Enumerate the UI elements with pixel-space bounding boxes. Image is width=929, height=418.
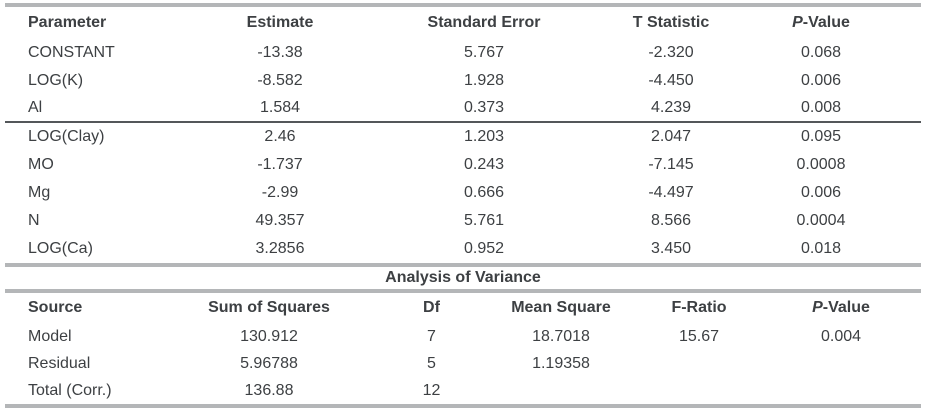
cell-source: Model bbox=[28, 327, 72, 345]
cell-p-value: 0.008 bbox=[764, 95, 878, 123]
column-header-source: Source bbox=[28, 299, 83, 316]
cell-estimate: 2.46 bbox=[264, 128, 296, 145]
table-row: Al 1.584 0.373 4.239 0.008 bbox=[5, 95, 921, 123]
table-row: LOG(Clay) 2.46 1.203 2.047 0.095 bbox=[5, 123, 921, 151]
table-row: N 49.357 5.761 8.566 0.0004 bbox=[5, 207, 921, 235]
cell-standard-error: 0.373 bbox=[390, 95, 578, 123]
cell-p-value: 0.004 bbox=[820, 327, 862, 345]
column-header-standard-error: Standard Error bbox=[427, 14, 541, 31]
column-header-sum-of-squares: Sum of Squares bbox=[208, 299, 330, 316]
cell-t-statistic: 4.239 bbox=[578, 95, 764, 123]
cell-standard-error: 1.928 bbox=[463, 72, 505, 89]
cell-p-value: 0.095 bbox=[800, 128, 842, 145]
cell-parameter: Al bbox=[5, 95, 170, 123]
cell-parameter: CONSTANT bbox=[28, 44, 115, 61]
cell-parameter: MO bbox=[28, 156, 54, 173]
cell-parameter: N bbox=[28, 212, 40, 229]
cell-t-statistic: -7.145 bbox=[648, 156, 694, 173]
parameter-table-header-row: Parameter Estimate Standard Error T Stat… bbox=[5, 7, 921, 39]
bottom-rule bbox=[5, 404, 921, 408]
cell-parameter: LOG(Ca) bbox=[28, 240, 93, 257]
cell-mean-square: 1.19358 bbox=[532, 354, 590, 372]
cell-sum-of-squares: 5.96788 bbox=[240, 354, 298, 372]
cell-t-statistic: -2.320 bbox=[648, 44, 694, 61]
cell-parameter: Mg bbox=[28, 184, 51, 201]
cell-estimate: -8.582 bbox=[257, 72, 303, 89]
cell-t-statistic: 2.047 bbox=[650, 128, 692, 145]
anova-header-row: Source Sum of Squares Df Mean Square F-R… bbox=[5, 293, 921, 323]
p-value-italic-p: P bbox=[792, 14, 803, 31]
p-value-rest: -Value bbox=[802, 14, 850, 31]
cell-estimate: 1.584 bbox=[170, 95, 390, 123]
cell-t-statistic: -4.450 bbox=[648, 72, 694, 89]
table-row: Total (Corr.) 136.88 12 bbox=[5, 377, 921, 404]
anova-top-rule bbox=[5, 263, 921, 267]
cell-standard-error: 0.952 bbox=[463, 240, 505, 257]
p-value-rest: -Value bbox=[822, 299, 870, 316]
p-value-italic-p: P bbox=[812, 299, 823, 316]
cell-p-value: 0.068 bbox=[800, 44, 842, 61]
column-header-p-value: P-Value bbox=[764, 7, 878, 39]
table-row: MO -1.737 0.243 -7.145 0.0008 bbox=[5, 151, 921, 179]
cell-parameter: LOG(Clay) bbox=[28, 128, 105, 145]
column-header-estimate: Estimate bbox=[246, 14, 314, 31]
table-row: LOG(Ca) 3.2856 0.952 3.450 0.018 bbox=[5, 235, 921, 263]
cell-estimate: -1.737 bbox=[257, 156, 303, 173]
cell-standard-error: 0.243 bbox=[463, 156, 505, 173]
spacer-column bbox=[878, 7, 921, 39]
cell-estimate: 49.357 bbox=[255, 212, 305, 229]
cell-p-value: 0.018 bbox=[800, 240, 842, 257]
cell-df: 5 bbox=[427, 354, 436, 372]
parameter-estimates-table: Parameter Estimate Standard Error T Stat… bbox=[5, 7, 921, 263]
table-row: Residual 5.96788 5 1.19358 bbox=[5, 350, 921, 377]
anova-section-title: Analysis of Variance bbox=[385, 269, 541, 286]
top-rule bbox=[5, 3, 921, 7]
table-row: Model 130.912 7 18.7018 15.67 0.004 bbox=[5, 323, 921, 350]
cell-mean-square bbox=[485, 377, 637, 404]
table-row: LOG(K) -8.582 1.928 -4.450 0.006 bbox=[5, 67, 921, 95]
cell-standard-error: 1.203 bbox=[463, 128, 505, 145]
cell-estimate: 3.2856 bbox=[255, 240, 305, 257]
cell-f-ratio: 15.67 bbox=[678, 327, 720, 345]
cell-p-value bbox=[761, 350, 921, 377]
cell-p-value: 0.0008 bbox=[796, 156, 846, 173]
cell-t-statistic: 3.450 bbox=[650, 240, 692, 257]
column-header-parameter: Parameter bbox=[28, 14, 107, 31]
cell-sum-of-squares: 130.912 bbox=[240, 327, 298, 345]
cell-p-value bbox=[761, 377, 921, 404]
table-row: Mg -2.99 0.666 -4.497 0.006 bbox=[5, 179, 921, 207]
cell-f-ratio bbox=[637, 377, 761, 404]
table-row: CONSTANT -13.38 5.767 -2.320 0.068 bbox=[5, 39, 921, 67]
regression-output: Parameter Estimate Standard Error T Stat… bbox=[5, 3, 921, 408]
cell-f-ratio bbox=[637, 350, 761, 377]
cell-df: 7 bbox=[427, 327, 436, 345]
cell-mean-square: 18.7018 bbox=[532, 327, 590, 345]
cell-standard-error: 0.666 bbox=[463, 184, 505, 201]
cell-p-value: 0.006 bbox=[800, 72, 842, 89]
cell-source: Residual bbox=[28, 354, 91, 372]
cell-source: Total (Corr.) bbox=[28, 381, 112, 399]
cell-estimate: -13.38 bbox=[257, 44, 303, 61]
cell-parameter: LOG(K) bbox=[28, 72, 84, 89]
cell-p-value: 0.006 bbox=[800, 184, 842, 201]
cell-estimate: -2.99 bbox=[261, 184, 299, 201]
anova-title-bottom-rule bbox=[5, 289, 921, 293]
cell-df: 12 bbox=[422, 381, 441, 399]
cell-standard-error: 5.761 bbox=[463, 212, 505, 229]
anova-table: Source Sum of Squares Df Mean Square F-R… bbox=[5, 293, 921, 404]
column-header-mean-square: Mean Square bbox=[511, 299, 611, 316]
cell-t-statistic: -4.497 bbox=[648, 184, 694, 201]
column-header-p-value: P-Value bbox=[761, 293, 921, 323]
column-header-f-ratio: F-Ratio bbox=[671, 299, 727, 316]
column-header-df: Df bbox=[423, 299, 440, 316]
cell-sum-of-squares: 136.88 bbox=[244, 381, 294, 399]
cell-standard-error: 5.767 bbox=[463, 44, 505, 61]
column-header-t-statistic: T Statistic bbox=[632, 14, 710, 31]
cell-t-statistic: 8.566 bbox=[650, 212, 692, 229]
cell-p-value: 0.0004 bbox=[796, 212, 846, 229]
